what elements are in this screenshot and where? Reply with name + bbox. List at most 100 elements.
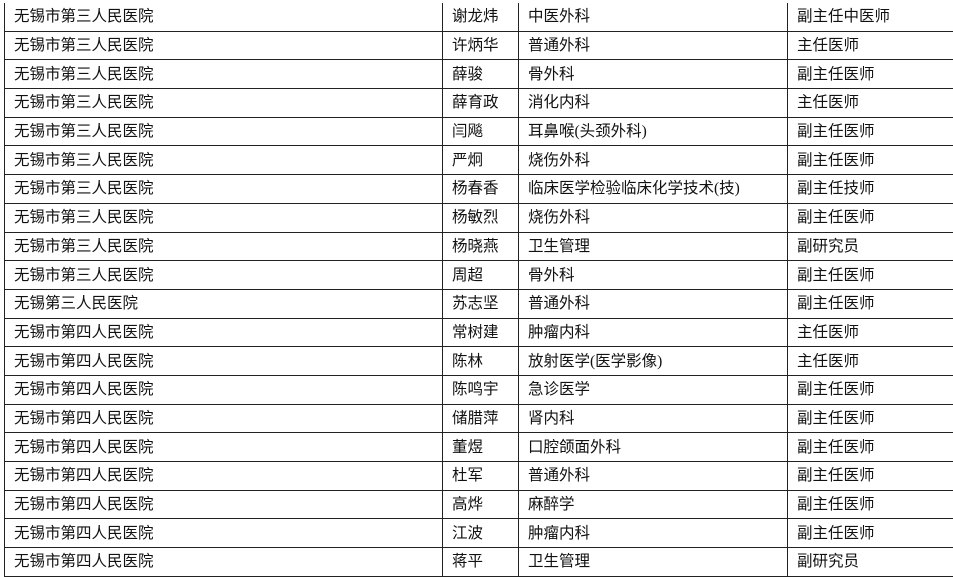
hospital-cell: 无锡市第四人民医院 xyxy=(4,547,443,577)
name-cell: 严炯 xyxy=(442,145,519,176)
hospital-cell: 无锡市第四人民医院 xyxy=(4,518,443,549)
title-cell: 副主任医师 xyxy=(787,432,953,462)
hospital-cell: 无锡市第四人民医院 xyxy=(4,489,443,520)
name-cell: 杜军 xyxy=(442,461,519,491)
title-cell: 副主任中医师 xyxy=(787,3,953,32)
table-row: 无锡市第四人民医院 常树建 肿瘤内科 主任医师 xyxy=(4,317,953,348)
department-cell: 口腔颌面外科 xyxy=(518,432,788,462)
hospital-cell: 无锡市第三人民医院 xyxy=(4,145,443,176)
name-cell: 陈林 xyxy=(442,346,519,376)
title-cell: 副主任医师 xyxy=(787,461,953,491)
hospital-cell: 无锡第三人民医院 xyxy=(4,288,443,319)
department-cell: 肿瘤内科 xyxy=(518,518,788,549)
department-cell: 卫生管理 xyxy=(518,231,788,262)
title-cell: 副主任医师 xyxy=(787,145,953,176)
title-cell: 副主任医师 xyxy=(787,403,953,434)
department-cell: 骨外科 xyxy=(518,260,788,290)
department-cell: 临床医学检验临床化学技术(技) xyxy=(518,174,788,204)
table-row: 无锡市第四人民医院 蒋平 卫生管理 副研究员 xyxy=(4,547,953,577)
department-cell: 耳鼻喉(头颈外科) xyxy=(518,116,788,147)
hospital-cell: 无锡市第三人民医院 xyxy=(4,174,443,204)
name-cell: 薛育政 xyxy=(442,88,519,118)
name-cell: 高烨 xyxy=(442,489,519,520)
title-cell: 副研究员 xyxy=(787,231,953,262)
department-cell: 肿瘤内科 xyxy=(518,317,788,348)
title-cell: 副主任医师 xyxy=(787,116,953,147)
department-cell: 肾内科 xyxy=(518,403,788,434)
hospital-cell: 无锡市第三人民医院 xyxy=(4,231,443,262)
department-cell: 烧伤外科 xyxy=(518,145,788,176)
name-cell: 常树建 xyxy=(442,317,519,348)
name-cell: 苏志坚 xyxy=(442,288,519,319)
title-cell: 主任医师 xyxy=(787,30,953,61)
table-row: 无锡市第四人民医院 储腊萍 肾内科 副主任医师 xyxy=(4,403,953,434)
title-cell: 副主任医师 xyxy=(787,202,953,233)
title-cell: 主任医师 xyxy=(787,317,953,348)
name-cell: 江波 xyxy=(442,518,519,549)
hospital-cell: 无锡市第三人民医院 xyxy=(4,202,443,233)
table-row: 无锡市第三人民医院 周超 骨外科 副主任医师 xyxy=(4,260,953,290)
hospital-cell: 无锡市第四人民医院 xyxy=(4,432,443,462)
title-cell: 主任医师 xyxy=(787,346,953,376)
department-cell: 烧伤外科 xyxy=(518,202,788,233)
table-row: 无锡市第三人民医院 薛骏 骨外科 副主任医师 xyxy=(4,59,953,90)
department-cell: 放射医学(医学影像) xyxy=(518,346,788,376)
department-cell: 卫生管理 xyxy=(518,547,788,577)
title-cell: 主任医师 xyxy=(787,88,953,118)
table-row: 无锡市第三人民医院 闫飚 耳鼻喉(头颈外科) 副主任医师 xyxy=(4,116,953,147)
table-row: 无锡市第四人民医院 高烨 麻醉学 副主任医师 xyxy=(4,489,953,520)
table-row: 无锡市第四人民医院 陈林 放射医学(医学影像) 主任医师 xyxy=(4,346,953,376)
table-row: 无锡市第三人民医院 薛育政 消化内科 主任医师 xyxy=(4,88,953,118)
name-cell: 许炳华 xyxy=(442,30,519,61)
title-cell: 副主任医师 xyxy=(787,260,953,290)
table-body: 无锡市第三人民医院 谢龙炜 中医外科 副主任中医师 无锡市第三人民医院 许炳华 普通外科 主任… xyxy=(4,3,953,577)
hospital-cell: 无锡市第四人民医院 xyxy=(4,317,443,348)
table-row: 无锡市第三人民医院 杨晓燕 卫生管理 副研究员 xyxy=(4,231,953,262)
name-cell: 储腊萍 xyxy=(442,403,519,434)
name-cell: 薛骏 xyxy=(442,59,519,90)
hospital-cell: 无锡市第四人民医院 xyxy=(4,461,443,491)
name-cell: 陈鸣宇 xyxy=(442,374,519,405)
name-cell: 蒋平 xyxy=(442,547,519,577)
hospital-cell: 无锡市第三人民医院 xyxy=(4,30,443,61)
hospital-cell: 无锡市第四人民医院 xyxy=(4,346,443,376)
hospital-cell: 无锡市第三人民医院 xyxy=(4,59,443,90)
hospital-cell: 无锡市第三人民医院 xyxy=(4,88,443,118)
name-cell: 闫飚 xyxy=(442,116,519,147)
title-cell: 副主任医师 xyxy=(787,489,953,520)
hospital-cell: 无锡市第三人民医院 xyxy=(4,3,443,32)
title-cell: 副主任技师 xyxy=(787,174,953,204)
department-cell: 中医外科 xyxy=(518,3,788,32)
name-cell: 杨春香 xyxy=(442,174,519,204)
table-row: 无锡市第四人民医院 杜军 普通外科 副主任医师 xyxy=(4,461,953,491)
table-row: 无锡市第四人民医院 陈鸣宇 急诊医学 副主任医师 xyxy=(4,374,953,405)
hospital-cell: 无锡市第三人民医院 xyxy=(4,116,443,147)
department-cell: 普通外科 xyxy=(518,30,788,61)
table-row: 无锡市第四人民医院 江波 肿瘤内科 副主任医师 xyxy=(4,518,953,549)
name-cell: 杨敏烈 xyxy=(442,202,519,233)
doctor-table: 无锡市第三人民医院 谢龙炜 中医外科 副主任中医师 无锡市第三人民医院 许炳华 普通外科 主任… xyxy=(4,3,953,577)
department-cell: 普通外科 xyxy=(518,461,788,491)
table-row: 无锡市第四人民医院 董煜 口腔颌面外科 副主任医师 xyxy=(4,432,953,462)
table-row: 无锡市第三人民医院 严炯 烧伤外科 副主任医师 xyxy=(4,145,953,176)
department-cell: 普通外科 xyxy=(518,288,788,319)
department-cell: 麻醉学 xyxy=(518,489,788,520)
table-row: 无锡市第三人民医院 杨敏烈 烧伤外科 副主任医师 xyxy=(4,202,953,233)
name-cell: 周超 xyxy=(442,260,519,290)
hospital-cell: 无锡市第四人民医院 xyxy=(4,374,443,405)
title-cell: 副研究员 xyxy=(787,547,953,577)
title-cell: 副主任医师 xyxy=(787,518,953,549)
table-row: 无锡市第三人民医院 许炳华 普通外科 主任医师 xyxy=(4,30,953,61)
title-cell: 副主任医师 xyxy=(787,59,953,90)
department-cell: 急诊医学 xyxy=(518,374,788,405)
hospital-cell: 无锡市第四人民医院 xyxy=(4,403,443,434)
name-cell: 杨晓燕 xyxy=(442,231,519,262)
title-cell: 副主任医师 xyxy=(787,288,953,319)
department-cell: 消化内科 xyxy=(518,88,788,118)
name-cell: 董煜 xyxy=(442,432,519,462)
department-cell: 骨外科 xyxy=(518,59,788,90)
table-row: 无锡第三人民医院 苏志坚 普通外科 副主任医师 xyxy=(4,288,953,319)
table-row: 无锡市第三人民医院 杨春香 临床医学检验临床化学技术(技) 副主任技师 xyxy=(4,174,953,204)
title-cell: 副主任医师 xyxy=(787,374,953,405)
name-cell: 谢龙炜 xyxy=(442,3,519,32)
